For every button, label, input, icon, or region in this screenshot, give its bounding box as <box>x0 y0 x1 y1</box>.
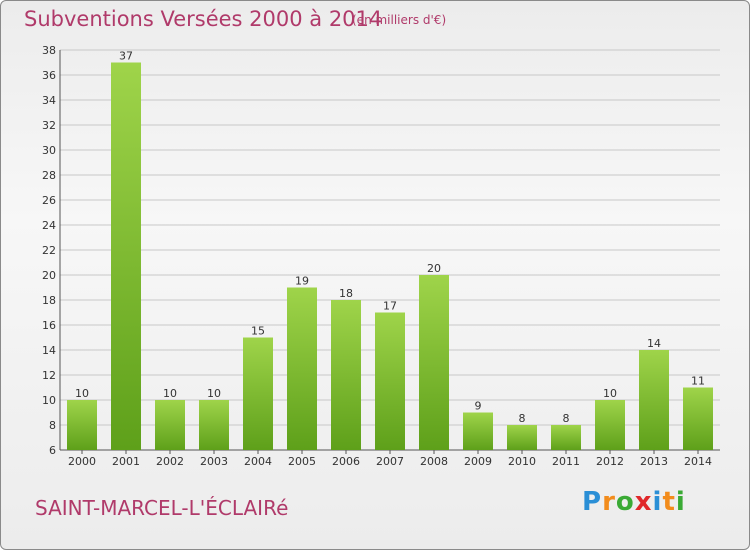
bar-2011 <box>551 425 581 450</box>
x-tick-label: 2003 <box>200 455 228 468</box>
x-tick-label: 2001 <box>112 455 140 468</box>
data-label: 10 <box>163 387 177 400</box>
x-tick-label: 2009 <box>464 455 492 468</box>
y-tick-label: 24 <box>42 219 56 232</box>
bar-2008 <box>419 275 449 450</box>
data-label: 8 <box>563 412 570 425</box>
logo-letter: i <box>652 487 663 517</box>
logo-letter: o <box>615 487 635 517</box>
bar-2001 <box>111 62 141 450</box>
x-tick-label: 2006 <box>332 455 360 468</box>
bar-2006 <box>331 300 361 450</box>
data-label: 19 <box>295 275 309 288</box>
data-label: 15 <box>251 325 265 338</box>
data-label: 9 <box>475 400 482 413</box>
y-tick-label: 16 <box>42 319 56 332</box>
y-tick-label: 34 <box>42 94 56 107</box>
bar-2009 <box>463 412 493 450</box>
bars <box>67 62 713 450</box>
data-label: 8 <box>519 412 526 425</box>
data-label: 10 <box>603 387 617 400</box>
y-tick-label: 32 <box>42 119 56 132</box>
logo-letter: t <box>662 487 676 517</box>
y-tick-label: 14 <box>42 344 56 357</box>
x-tick-label: 2005 <box>288 455 316 468</box>
y-tick-label: 38 <box>42 44 56 57</box>
logo-letter: P <box>582 487 603 517</box>
x-tick-label: 2013 <box>640 455 668 468</box>
bar-2012 <box>595 400 625 450</box>
logo-letter: r <box>602 487 616 517</box>
y-tick-label: 28 <box>42 169 56 182</box>
bar-2005 <box>287 287 317 450</box>
y-tick-label: 30 <box>42 144 56 157</box>
labels: 6 8 10 12 14 16 18 20 22 24 26 28 30 32 34 36 38 10 2000 37… <box>42 44 712 468</box>
bar-2007 <box>375 312 405 450</box>
y-tick-label: 18 <box>42 294 56 307</box>
chart-unit: (en milliers d'€) <box>352 13 447 27</box>
x-tick-label: 2011 <box>552 455 580 468</box>
x-tick-label: 2004 <box>244 455 272 468</box>
bar-2014 <box>683 387 713 450</box>
y-tick-label: 6 <box>49 444 56 457</box>
x-tick-label: 2008 <box>420 455 448 468</box>
x-tick-label: 2007 <box>376 455 404 468</box>
logo-letter: i <box>675 487 686 517</box>
data-label: 37 <box>119 50 133 63</box>
y-tick-label: 20 <box>42 269 56 282</box>
y-tick-label: 26 <box>42 194 56 207</box>
data-label: 10 <box>207 387 221 400</box>
bar-2010 <box>507 425 537 450</box>
x-tick-label: 2010 <box>508 455 536 468</box>
x-tick-label: 2002 <box>156 455 184 468</box>
data-label: 14 <box>647 337 661 350</box>
proxiti-logo: Proxiti <box>582 487 686 517</box>
y-tick-label: 12 <box>42 369 56 382</box>
data-label: 11 <box>691 375 705 388</box>
bar-2002 <box>155 400 185 450</box>
y-tick-label: 36 <box>42 69 56 82</box>
data-label: 10 <box>75 387 89 400</box>
y-tick-label: 8 <box>49 419 56 432</box>
x-tick-label: 2000 <box>68 455 96 468</box>
logo-letter: x <box>634 487 653 517</box>
x-tick-label: 2014 <box>684 455 712 468</box>
data-label: 20 <box>427 262 441 275</box>
bar-2003 <box>199 400 229 450</box>
bar-2013 <box>639 350 669 450</box>
bar-2004 <box>243 337 273 450</box>
bar-2000 <box>67 400 97 450</box>
data-label: 18 <box>339 287 353 300</box>
chart-title: Subventions Versées 2000 à 2014 <box>24 7 383 31</box>
x-tick-label: 2012 <box>596 455 624 468</box>
y-tick-label: 10 <box>42 394 56 407</box>
y-tick-label: 22 <box>42 244 56 257</box>
commune-name: SAINT-MARCEL-L'ÉCLAIRé <box>35 496 289 520</box>
data-label: 17 <box>383 300 397 313</box>
